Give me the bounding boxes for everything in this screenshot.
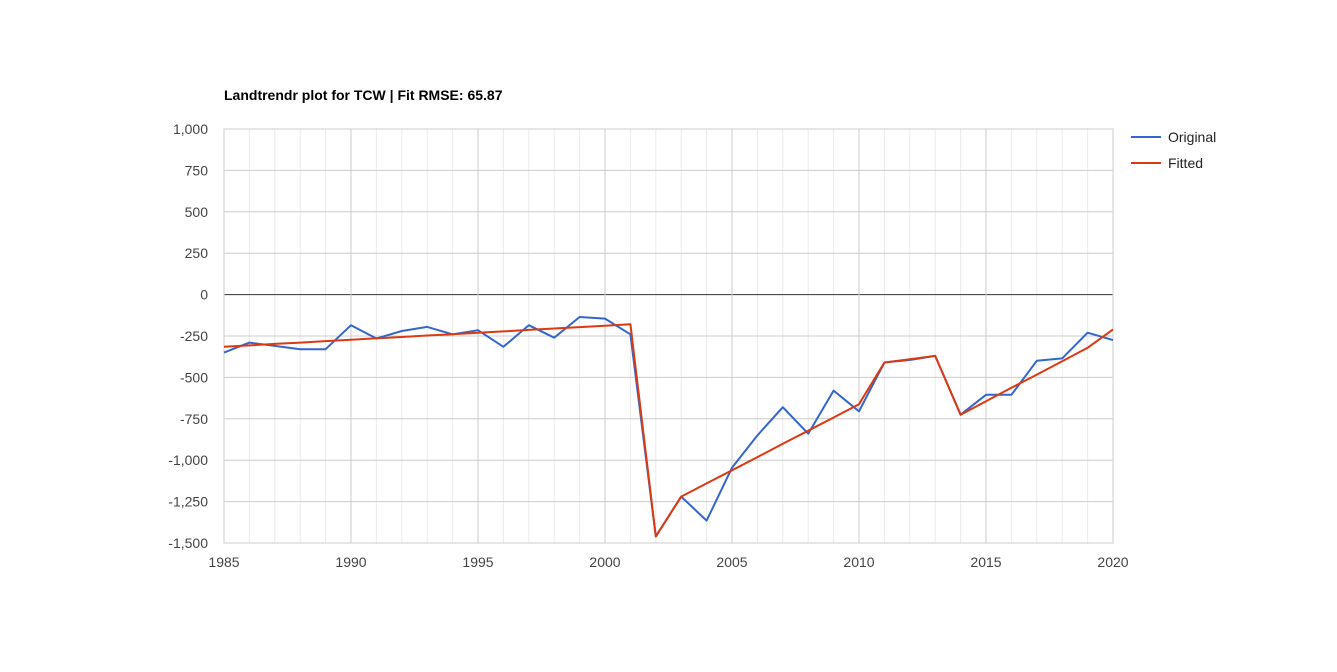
x-tick-label: 1995 [462,554,493,570]
legend[interactable]: Original Fitted [1131,129,1216,171]
y-tick-label: -1,250 [168,494,208,510]
x-tick-label: 2000 [589,554,620,570]
x-axis-tick-labels: 1985 1990 1995 2000 2005 2010 2015 2020 [208,554,1128,570]
y-tick-label: 0 [200,287,208,303]
legend-label: Original [1168,129,1216,145]
x-tick-label: 2015 [970,554,1001,570]
y-tick-label: -1,500 [168,535,208,551]
y-tick-label: -1,000 [168,452,208,468]
x-tick-label: 2005 [716,554,747,570]
series-layer [223,316,1114,538]
major-gridlines [223,128,1114,544]
x-tick-label: 1985 [208,554,239,570]
y-tick-label: 250 [185,245,209,261]
y-tick-label: 1,000 [173,121,208,137]
chart-title: Landtrendr plot for TCW | Fit RMSE: 65.8… [224,87,503,103]
y-axis-tick-labels: 1,000 750 500 250 0 -250 -500 -750 -1,000 -1,250 -… [168,121,208,551]
series-line-fitted [223,323,1114,538]
y-tick-label: -500 [180,369,208,385]
legend-label: Fitted [1168,155,1203,171]
series-line-original [223,316,1114,538]
y-tick-label: 500 [185,204,209,220]
y-tick-label: 750 [185,162,209,178]
x-tick-label: 2020 [1097,554,1128,570]
plot-border [223,128,1114,544]
legend-item-original[interactable]: Original [1131,129,1216,145]
legend-item-fitted[interactable]: Fitted [1131,155,1203,171]
x-tick-label: 2010 [843,554,874,570]
y-tick-label: -750 [180,411,208,427]
y-tick-label: -250 [180,328,208,344]
x-tick-label: 1990 [335,554,366,570]
